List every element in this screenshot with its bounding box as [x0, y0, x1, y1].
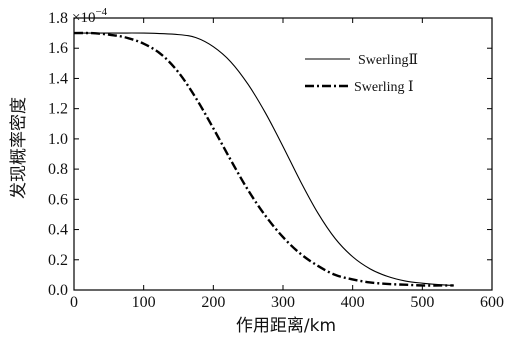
- y-tick-label: 0.0: [48, 282, 68, 299]
- plot-border: [73, 17, 493, 291]
- y-tick-label: 1.8: [48, 10, 68, 27]
- x-axis-title: 作用距离/km: [236, 316, 336, 336]
- x-tick-label: 400: [341, 294, 365, 311]
- x-axis-ticks: 0 100 200 300 400 500 600: [70, 18, 504, 311]
- series-line-swerling-1: [73, 31, 454, 287]
- y-axis-multiplier: ×10−4: [72, 6, 108, 26]
- x-tick-label: 300: [271, 294, 295, 311]
- x-tick-label: 600: [480, 294, 504, 311]
- x-tick-label: 200: [201, 294, 225, 311]
- y-tick-label: 1.6: [48, 40, 68, 57]
- legend-label-swerling-1: Swerling Ⅰ: [354, 80, 414, 95]
- x-tick-label: 100: [132, 294, 156, 311]
- y-tick-label: 1.0: [48, 131, 68, 148]
- y-tick-label: 0.6: [48, 191, 68, 208]
- series-layer: [73, 31, 454, 287]
- series-line-swerling-2: [74, 32, 454, 287]
- y-tick-label: 0.8: [48, 161, 68, 178]
- y-axis-title: 发现概率密度: [9, 97, 29, 199]
- y-tick-label: 0.4: [48, 222, 68, 239]
- y-tick-label: 1.4: [48, 70, 68, 87]
- plot-frame: [73, 17, 493, 291]
- x-tick-label: 500: [410, 294, 434, 311]
- y-tick-label: 0.2: [48, 252, 68, 269]
- legend-label-swerling-2: SwerlingⅡ: [358, 53, 418, 68]
- legend: SwerlingⅡ Swerling Ⅰ: [305, 53, 418, 95]
- x-tick-label: 0: [70, 294, 78, 311]
- y-axis-ticks: 0.0 0.2 0.4 0.6 0.8 1.0 1.2 1.4 1.6 1.8: [48, 10, 492, 299]
- y-tick-label: 1.2: [48, 101, 68, 118]
